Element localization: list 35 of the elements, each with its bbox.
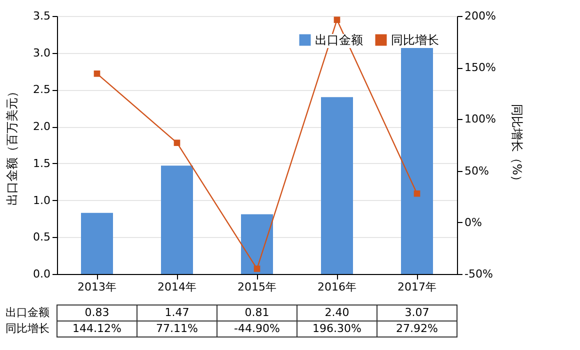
y2-tick-label: 50% <box>464 164 489 178</box>
y2-tick-label: 100% <box>464 112 496 126</box>
data-label: 1.47 <box>164 306 190 319</box>
legend-label: 同比增长 <box>391 33 439 47</box>
y2-tick-label: -50% <box>464 268 493 280</box>
y2-tick-label: 0% <box>464 216 482 229</box>
x-tick-label: 2013年 <box>78 280 116 294</box>
y-tick-label: 2.0 <box>33 120 50 134</box>
data-label: 0.81 <box>244 306 270 319</box>
data-label: 144.12% <box>72 322 122 335</box>
y-tick-label: 1.5 <box>33 156 50 170</box>
y-tick-label: 2.5 <box>33 83 50 96</box>
data-label: -44.90% <box>234 322 280 335</box>
data-label: 2.40 <box>324 306 350 319</box>
y-tick-label: 1.0 <box>33 194 50 207</box>
legend-label: 出口金额 <box>315 33 363 47</box>
data-label: 0.83 <box>84 306 110 319</box>
y-axis-title: 出口金额（百万美元） <box>5 86 20 206</box>
text: 出口金额 <box>6 306 50 319</box>
y2-axis-title: 同比增长（%） <box>510 104 524 188</box>
x-tick-label: 2017年 <box>398 280 436 294</box>
y2-tick-label: 200% <box>464 10 496 22</box>
data-label: 196.30% <box>312 322 362 335</box>
x-tick-label: 2015年 <box>238 280 276 294</box>
y-tick-label: 3.5 <box>33 10 50 22</box>
x-tick-label: 2016年 <box>318 280 356 294</box>
text: 同比增长 <box>6 322 50 335</box>
x-tick-label: 2014年 <box>158 280 196 294</box>
y-tick-label: 3.0 <box>33 46 50 60</box>
y-tick-label: 0.0 <box>33 268 50 280</box>
y-tick-label: 0.5 <box>33 230 50 244</box>
data-label: 3.07 <box>404 306 430 319</box>
y2-tick-label: 150% <box>464 61 496 74</box>
data-label: 77.11% <box>156 322 198 335</box>
data-label: 27.92% <box>396 322 438 335</box>
